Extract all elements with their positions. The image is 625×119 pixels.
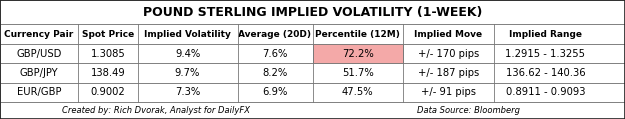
Text: EUR/GBP: EUR/GBP — [17, 87, 61, 97]
Text: 9.4%: 9.4% — [175, 49, 200, 59]
Text: 7.6%: 7.6% — [262, 49, 288, 59]
Text: 136.62 - 140.36: 136.62 - 140.36 — [506, 68, 585, 78]
Text: 8.2%: 8.2% — [262, 68, 288, 78]
Text: Implied Move: Implied Move — [414, 30, 482, 39]
Text: Implied Range: Implied Range — [509, 30, 582, 39]
Text: 1.2915 - 1.3255: 1.2915 - 1.3255 — [505, 49, 585, 59]
Text: 0.8911 - 0.9093: 0.8911 - 0.9093 — [506, 87, 585, 97]
Text: POUND STERLING IMPLIED VOLATILITY (1-WEEK): POUND STERLING IMPLIED VOLATILITY (1-WEE… — [142, 6, 482, 19]
Text: Created by: Rich Dvorak, Analyst for DailyFX: Created by: Rich Dvorak, Analyst for Dai… — [62, 106, 250, 115]
Bar — [0, 0, 625, 24]
Bar — [0, 63, 625, 83]
Text: 7.3%: 7.3% — [175, 87, 200, 97]
Bar — [0, 24, 625, 44]
Text: 0.9002: 0.9002 — [91, 87, 125, 97]
Text: GBP/JPY: GBP/JPY — [20, 68, 58, 78]
Bar — [0, 102, 625, 119]
Text: Average (20D): Average (20D) — [239, 30, 311, 39]
Text: 6.9%: 6.9% — [262, 87, 288, 97]
Text: 47.5%: 47.5% — [342, 87, 374, 97]
Text: +/- 187 pips: +/- 187 pips — [418, 68, 479, 78]
Text: Implied Volatility: Implied Volatility — [144, 30, 231, 39]
Text: 138.49: 138.49 — [91, 68, 125, 78]
Text: 51.7%: 51.7% — [342, 68, 374, 78]
Text: +/- 91 pips: +/- 91 pips — [421, 87, 476, 97]
Bar — [0, 83, 625, 102]
Text: GBP/USD: GBP/USD — [16, 49, 62, 59]
Text: Percentile (12M): Percentile (12M) — [316, 30, 400, 39]
Bar — [312, 44, 403, 63]
Text: Spot Price: Spot Price — [82, 30, 134, 39]
Text: +/- 170 pips: +/- 170 pips — [418, 49, 479, 59]
Text: 9.7%: 9.7% — [175, 68, 200, 78]
Text: 1.3085: 1.3085 — [91, 49, 125, 59]
Text: Data Source: Bloomberg: Data Source: Bloomberg — [418, 106, 520, 115]
Text: Currency Pair: Currency Pair — [4, 30, 74, 39]
Text: 72.2%: 72.2% — [342, 49, 374, 59]
Bar — [0, 44, 625, 63]
